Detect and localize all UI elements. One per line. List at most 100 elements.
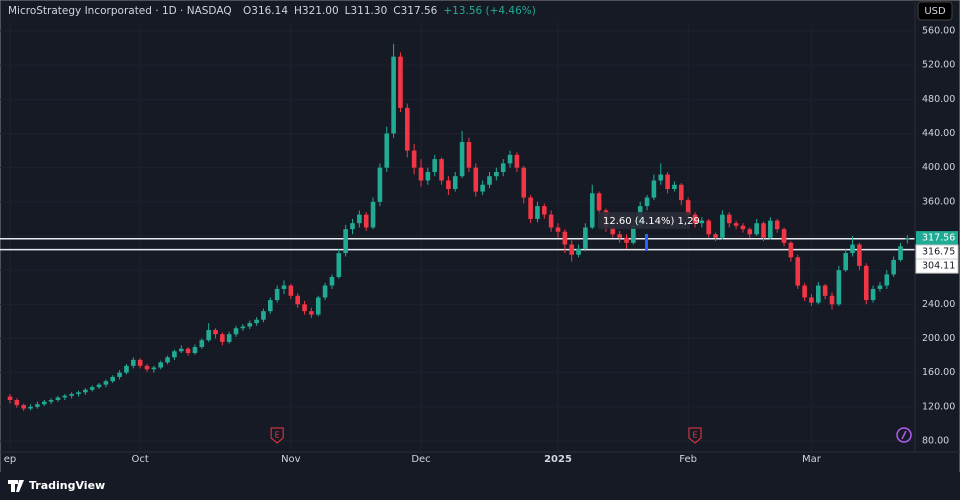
candle-body (466, 142, 472, 168)
candle-body (384, 133, 390, 168)
x-tick-label: Dec (411, 454, 430, 465)
candle-body (418, 167, 424, 181)
measure-handle (645, 234, 648, 251)
candle-body (41, 401, 47, 405)
earnings-marker[interactable]: E (270, 427, 284, 444)
candle-body (124, 365, 129, 373)
y-tick-label: 120.00 (922, 401, 955, 412)
candle-body (829, 295, 835, 305)
candle-body (514, 154, 520, 168)
candle-body (754, 223, 759, 235)
candle-body (199, 340, 205, 348)
x-tick-label: Feb (679, 454, 697, 465)
earnings-marker[interactable]: E (688, 427, 702, 444)
y-tick-label: 520.00 (922, 60, 955, 71)
candle-body (165, 357, 170, 363)
candle-body (425, 171, 431, 181)
candle-body (315, 297, 321, 315)
candle-body (487, 176, 492, 185)
candle-body (398, 56, 403, 108)
candle-body (562, 231, 568, 245)
candle-body (836, 270, 842, 305)
y-tick-label: 80.00 (922, 436, 949, 447)
candle-body (891, 259, 896, 275)
candle-body (870, 288, 876, 301)
candle-body (500, 163, 506, 172)
last-price-label: 317.56 (922, 233, 955, 244)
candle-body (295, 295, 300, 305)
candle-body (240, 326, 246, 329)
candle-body (117, 372, 122, 377)
price-line-box (915, 258, 959, 274)
candle-body (521, 167, 527, 198)
candle-body (610, 227, 616, 235)
candle-body (905, 238, 910, 240)
candle-body (363, 214, 369, 228)
candle-body (679, 184, 684, 201)
ohlc-value: O316.14 (243, 5, 288, 17)
candle-body (494, 171, 499, 177)
candle-body (672, 184, 677, 190)
price-line-label: 316.75 (922, 247, 955, 258)
candle-body (274, 288, 280, 301)
candle-body (226, 334, 232, 342)
candle-body (151, 367, 157, 370)
y-tick-label: 440.00 (922, 128, 955, 139)
candle-body (583, 227, 588, 249)
candle-body (816, 285, 821, 303)
tooltip-box (598, 212, 690, 229)
candle-body (336, 253, 342, 277)
candle-body (405, 107, 410, 151)
x-tick-label: Mar (802, 454, 822, 465)
replay-icon[interactable] (896, 427, 912, 443)
candle-body (131, 359, 136, 366)
candle-body (692, 214, 698, 224)
x-tick-label: ep (4, 454, 17, 465)
candle-body (795, 257, 801, 286)
candle-body (247, 323, 253, 327)
candle-body (96, 384, 102, 388)
grid (0, 22, 915, 452)
candle-body (507, 154, 513, 164)
ohlc-value: L311.30 (345, 5, 388, 17)
candle-body (528, 197, 533, 219)
footer (0, 472, 960, 500)
candle-body (473, 167, 479, 192)
candle-body (548, 214, 554, 228)
candle-body (624, 237, 629, 243)
candle-body (172, 351, 177, 358)
candle-body (103, 381, 109, 385)
candle-body (178, 348, 184, 352)
earnings-label: E (692, 431, 697, 440)
currency[interactable]: USD (924, 6, 946, 17)
y-tick-label: 200.00 (922, 333, 955, 344)
candle-body (651, 180, 657, 198)
candle-body (322, 285, 328, 298)
candle-body (644, 197, 650, 207)
candle-body (329, 277, 335, 286)
price-line-label: 304.11 (922, 261, 955, 272)
candle-body (192, 347, 198, 354)
candle-body (857, 244, 862, 266)
candle-body (309, 311, 314, 315)
candle-body (884, 274, 890, 286)
candle-body (589, 193, 595, 228)
candle-body (411, 150, 417, 168)
price-change: +13.56 (+4.46%) (443, 5, 536, 17)
candle-body (302, 304, 307, 312)
x-tick-label: Nov (281, 454, 301, 465)
candle-body (83, 389, 88, 393)
candle-body (459, 142, 465, 177)
candle-body (781, 229, 787, 243)
brand[interactable]: TradingView (29, 479, 105, 492)
candle-body (281, 285, 287, 289)
candle-body (35, 404, 40, 407)
candle-body (343, 229, 348, 254)
candle-body (542, 206, 547, 215)
currency-button[interactable] (917, 1, 953, 21)
candle-body (28, 406, 33, 409)
candle-body (261, 311, 266, 320)
candle-body (747, 229, 753, 235)
candle-body (631, 225, 636, 243)
ohlc-value: C317.56 (393, 5, 437, 17)
